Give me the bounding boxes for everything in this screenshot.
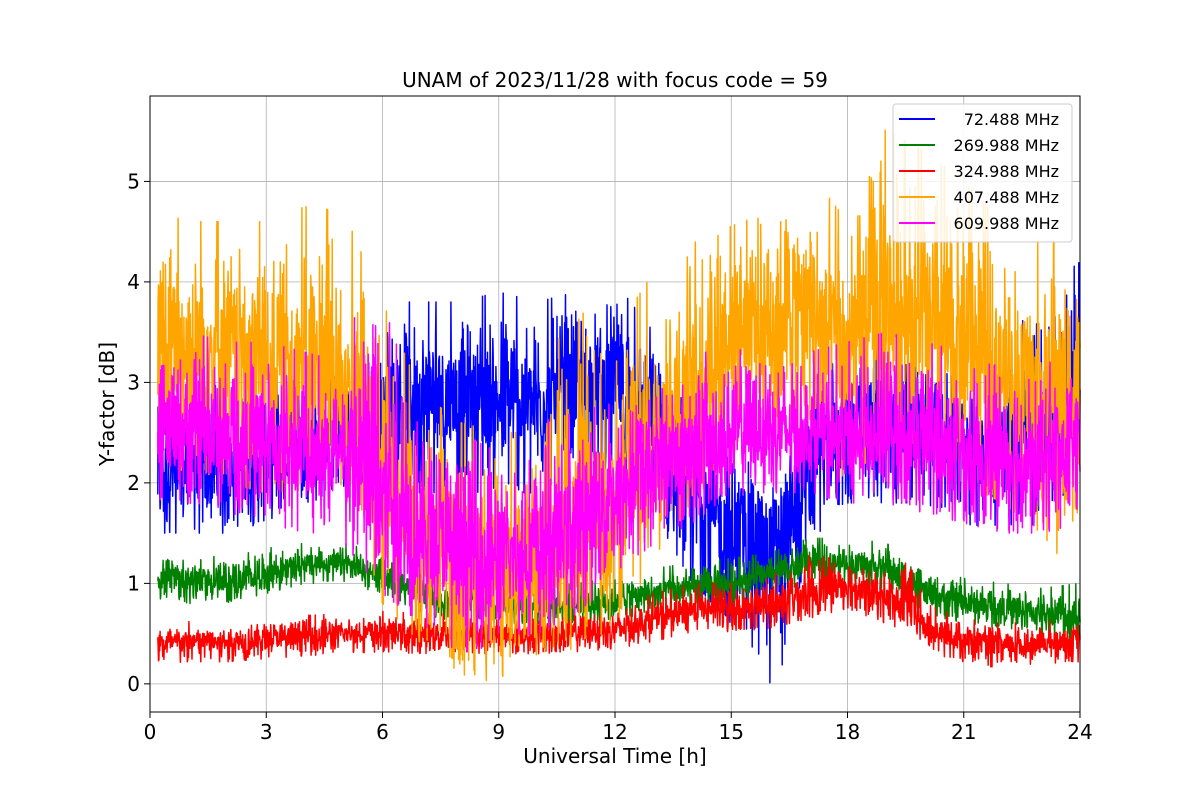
x-tick-label: 21 <box>951 720 976 744</box>
x-axis-label: Universal Time [h] <box>523 744 706 768</box>
x-tick-label: 12 <box>602 720 627 744</box>
x-tick-label: 3 <box>260 720 273 744</box>
x-tick-label: 9 <box>492 720 505 744</box>
y-tick-label: 4 <box>127 270 140 294</box>
y-tick-label: 0 <box>127 672 140 696</box>
x-tick-label: 0 <box>144 720 157 744</box>
y-tick-label: 2 <box>127 471 140 495</box>
y-tick-label: 3 <box>127 370 140 394</box>
y-tick-label: 1 <box>127 571 140 595</box>
legend-label: 269.988 MHz <box>954 136 1059 155</box>
legend-label: 72.488 MHz <box>964 110 1059 129</box>
y-tick-label: 5 <box>127 169 140 193</box>
legend-label: 407.488 MHz <box>954 188 1059 207</box>
x-tick-label: 24 <box>1067 720 1092 744</box>
x-tick-label: 6 <box>376 720 389 744</box>
legend-label: 324.988 MHz <box>954 162 1059 181</box>
series-line <box>157 316 1081 653</box>
legend-box <box>892 103 1073 243</box>
chart-title: UNAM of 2023/11/28 with focus code = 59 <box>402 68 828 92</box>
x-tick-label: 15 <box>719 720 744 744</box>
legend-entries: 72.488 MHz 269.988 MHz 324.988 MHz 407.488 … <box>899 110 1059 233</box>
series-layer <box>157 129 1081 684</box>
legend-label: 609.988 MHz <box>954 214 1059 233</box>
x-tick-label: 18 <box>835 720 860 744</box>
y-axis-label: Y-factor [dB] <box>95 342 119 467</box>
series-4 <box>157 316 1081 653</box>
legend: 72.488 MHz 269.988 MHz 324.988 MHz 407.488 … <box>892 103 1073 243</box>
